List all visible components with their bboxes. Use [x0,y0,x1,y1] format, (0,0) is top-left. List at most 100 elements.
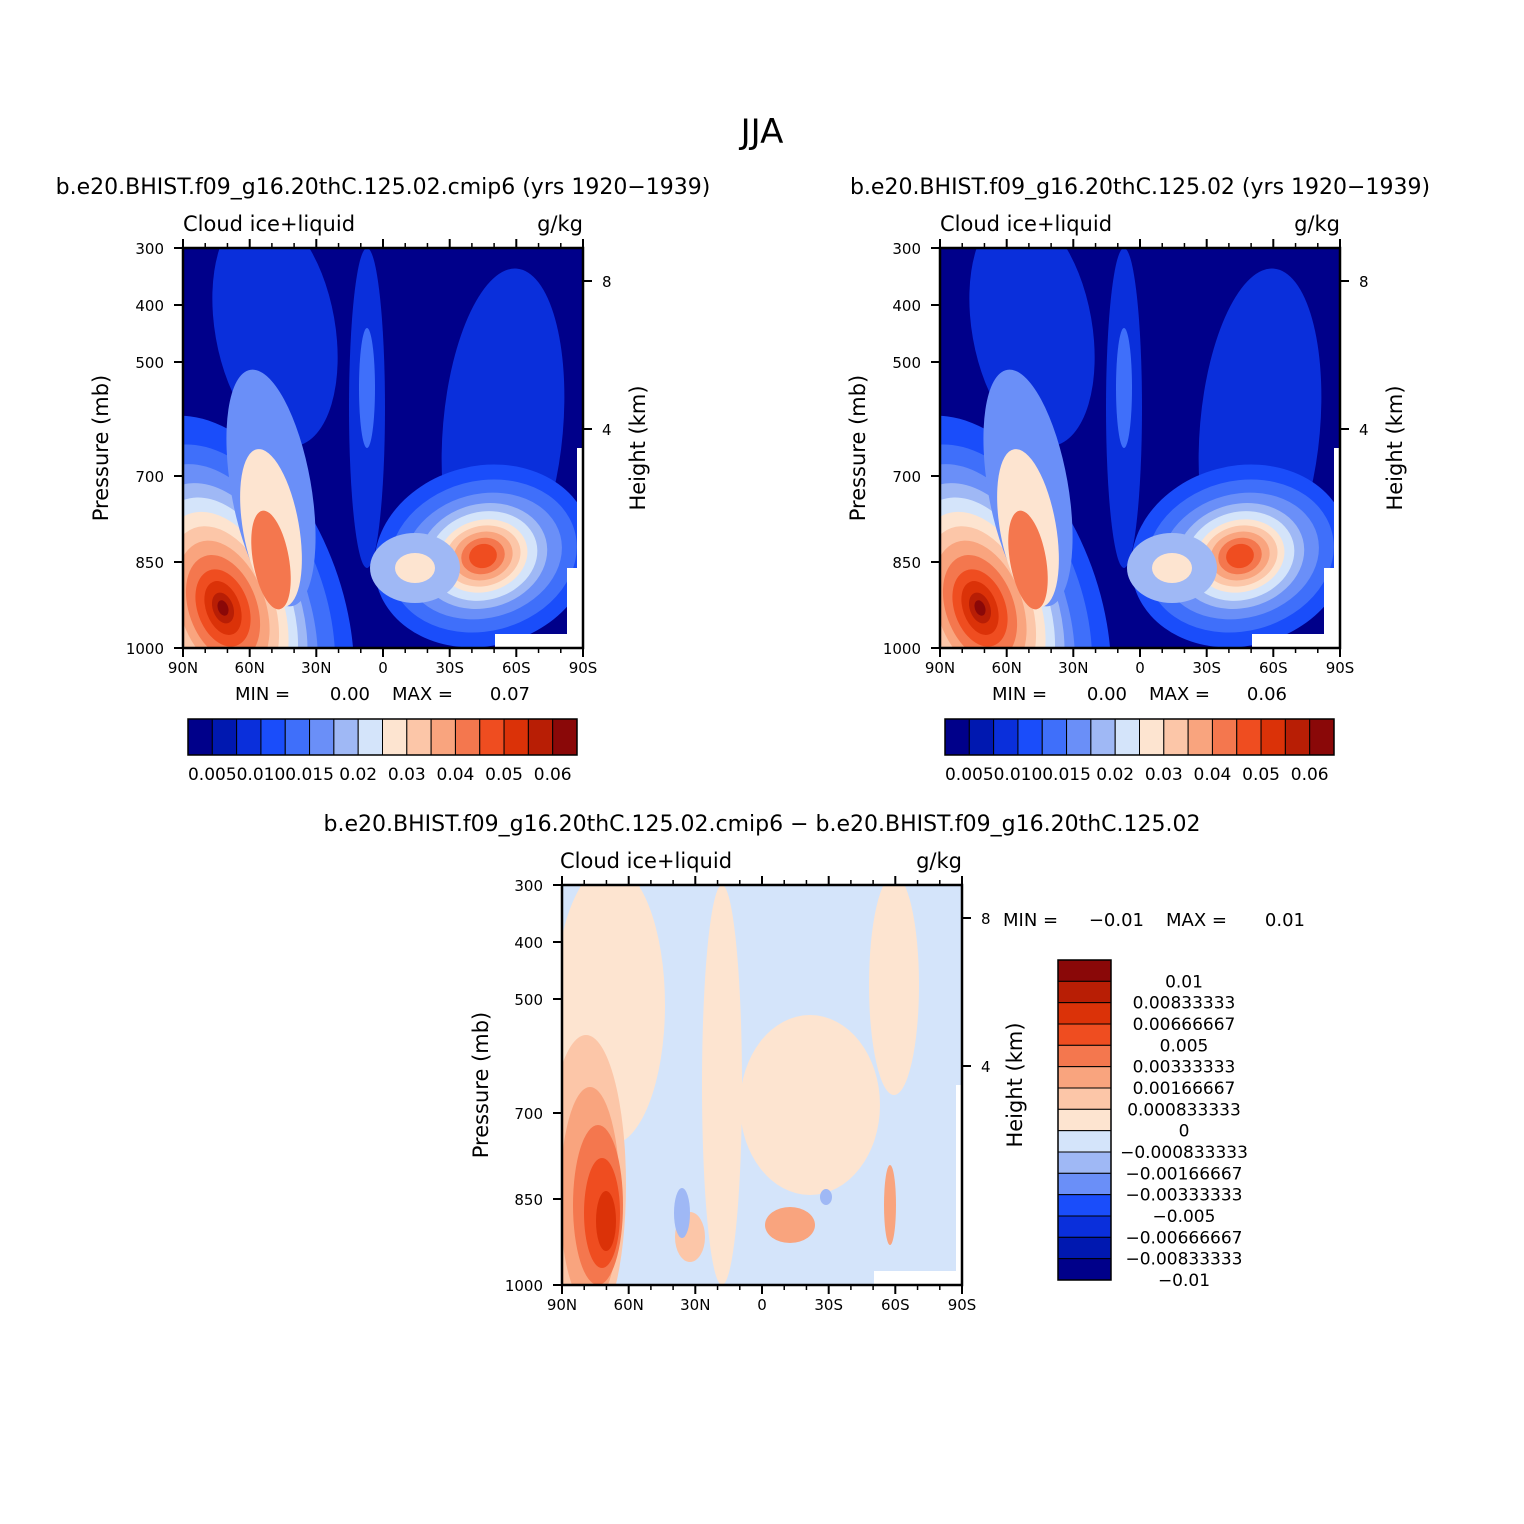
contour-region [1152,553,1192,583]
colorbar-label: −0.00333333 [1126,1186,1243,1206]
colorbar-label: 0.00666667 [1133,1015,1236,1035]
y-tick-label: 300 [514,877,543,895]
x-tick-label: 90N [168,659,198,677]
contour-region [765,1207,815,1243]
colorbar-swatch [382,718,408,756]
colorbar-label: 0.015 [285,765,334,785]
y-tick-label: 700 [135,468,164,486]
x-tick-label: 90S [1326,659,1355,677]
units-label: g/kg [916,849,962,873]
y-axis-label: Pressure (mb) [846,375,870,522]
x-tick-label: 0 [1135,659,1145,677]
max-value: 0.07 [490,684,530,705]
x-tick-label: 30S [435,659,464,677]
colorbar-swatch [1236,718,1262,756]
colorbar-label: 0.05 [1242,765,1280,785]
contour-region [251,510,291,610]
y-tick-label: 1000 [883,640,921,658]
y-right-tick-label: 4 [602,421,612,439]
y-tick-label: 500 [135,354,164,372]
colorbar-swatch [236,718,262,756]
colorbar-label: 0.00166667 [1133,1079,1236,1099]
contour-region [869,885,919,1095]
contour-field [562,885,962,1285]
colorbar-label: 0.03 [388,765,426,785]
min-value: −0.01 [1089,910,1144,931]
colorbar-label: 0.00833333 [1133,994,1236,1014]
colorbar-swatch [1090,718,1116,756]
panel-cmip6: b.e20.BHIST.f09_g16.20thC.125.02.cmip6 (… [56,175,711,785]
terrain-mask [495,634,583,648]
contour-region [1116,328,1132,448]
y-tick-label: 1000 [126,640,164,658]
y-tick-label: 400 [135,297,164,315]
y-right-tick-label: 8 [602,273,612,291]
x-tick-label: 60S [1259,659,1288,677]
contour-region [217,600,229,616]
colorbar-label: 0.03 [1145,765,1183,785]
panel-difference: b.e20.BHIST.f09_g16.20thC.125.02.cmip6 −… [324,812,1305,1314]
min-label: MIN = [235,684,290,705]
colorbar-label: 0.02 [339,765,377,785]
colorbar-frame [944,718,1335,756]
colorbar-swatch [1057,1108,1112,1132]
colorbar-label: −0.00833333 [1126,1250,1243,1270]
colorbar-swatch [968,718,995,756]
y-axis-label: Pressure (mb) [469,1012,493,1159]
colorbar-label: 0.015 [1042,765,1091,785]
contour-field [940,248,1340,648]
panel-control: b.e20.BHIST.f09_g16.20thC.125.02 (yrs 19… [846,175,1430,785]
colorbar-swatch [1057,1023,1112,1046]
colorbar-swatch [309,718,335,756]
colorbar-label: 0.010 [237,765,286,785]
colorbar-label: 0.010 [994,765,1043,785]
y-tick-label: 700 [514,1105,543,1123]
colorbar-swatch [993,718,1019,756]
max-label: MAX = [1166,910,1227,931]
colorbar-frame [187,718,578,756]
colorbar-swatch [1309,718,1335,756]
panel-title: b.e20.BHIST.f09_g16.20thC.125.02.cmip6 −… [324,812,1201,837]
colorbar-swatch [430,718,456,756]
variable-label: Cloud ice+liquid [183,212,355,236]
colorbar-swatch [503,718,529,756]
colorbar-swatch [211,718,238,756]
colorbar-swatch [187,718,213,756]
min-label: MIN = [1003,910,1058,931]
colorbar-swatch [1057,1194,1112,1217]
contour-region [740,1015,880,1195]
colorbar-swatch [1057,1087,1112,1110]
contour-region [1008,510,1048,610]
x-tick-label: 60S [881,1296,910,1314]
colorbar-label: 0.01 [1165,972,1203,992]
colorbar-label: −0.01 [1158,1271,1210,1291]
y-tick-label: 500 [514,991,543,1009]
colorbar-swatch [284,718,311,756]
colorbar-label: 0.005 [188,765,237,785]
y-axis-right-label: Height (km) [1383,385,1407,510]
contour-region [469,543,497,569]
max-value: 0.06 [1247,684,1287,705]
colorbar-label: 0.00333333 [1133,1058,1236,1078]
colorbar-frame [1057,959,1112,1281]
colorbar-label: 0.04 [1194,765,1232,785]
colorbar-swatch [1057,1258,1112,1281]
x-tick-label: 90N [547,1296,577,1314]
min-value: 0.00 [330,684,370,705]
contour-region [820,1189,832,1205]
colorbar-swatch [1057,1215,1112,1238]
colorbar-swatch [1284,718,1311,756]
colorbar: 0.010.008333330.006666670.0050.003333330… [1057,959,1248,1291]
x-tick-label: 0 [378,659,388,677]
contour-region [1226,543,1254,569]
colorbar-label: 0.04 [437,765,475,785]
y-right-tick-label: 8 [1359,273,1369,291]
x-tick-label: 0 [757,1296,767,1314]
colorbar-swatch [1114,718,1140,756]
x-tick-label: 60N [992,659,1022,677]
terrain-mask [577,448,583,648]
terrain-mask [1252,634,1340,648]
y-tick-label: 850 [514,1191,543,1209]
colorbar-swatch [1057,1172,1112,1196]
